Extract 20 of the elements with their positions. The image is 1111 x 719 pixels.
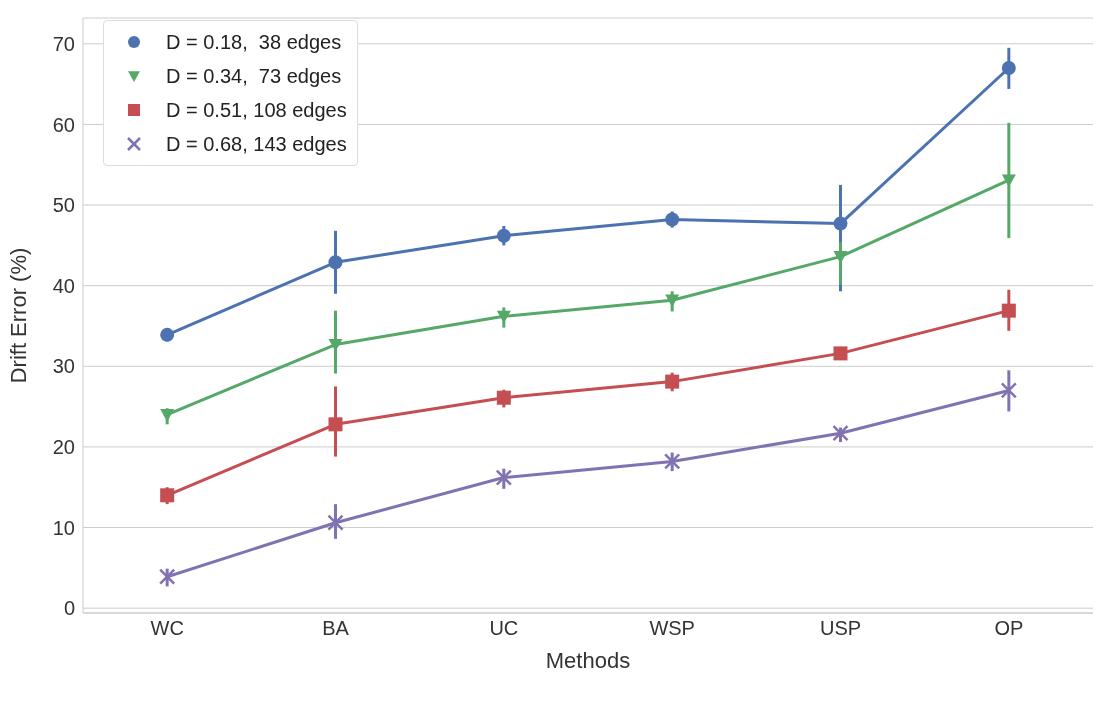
y-tick-label: 10 bbox=[52, 516, 75, 539]
legend-label: D = 0.68, 143 edges bbox=[166, 132, 347, 156]
x-tick-label: WSP bbox=[649, 617, 695, 640]
x-axis-title: Methods bbox=[545, 648, 631, 673]
y-tick-label: 70 bbox=[52, 32, 75, 55]
y-tick-label: 60 bbox=[52, 113, 75, 136]
legend-label: D = 0.51, 108 edges bbox=[166, 98, 347, 122]
x-tick-label: USP bbox=[819, 617, 862, 640]
y-tick-label: 40 bbox=[52, 274, 75, 297]
y-tick-label: 50 bbox=[52, 194, 75, 217]
x-tick-label: WC bbox=[150, 617, 184, 640]
x-tick-label: OP bbox=[994, 617, 1024, 640]
x-tick-label: BA bbox=[322, 617, 350, 640]
y-tick-label: 30 bbox=[52, 355, 75, 378]
x-tick-label: UC bbox=[489, 617, 519, 640]
y-tick-label: 0 bbox=[63, 597, 75, 620]
y-tick-label: 20 bbox=[52, 436, 75, 459]
legend-label: D = 0.34, 73 edges bbox=[166, 64, 342, 88]
legend-label: D = 0.18, 38 edges bbox=[166, 30, 342, 54]
y-axis-title: Drift Error (%) bbox=[5, 247, 31, 384]
